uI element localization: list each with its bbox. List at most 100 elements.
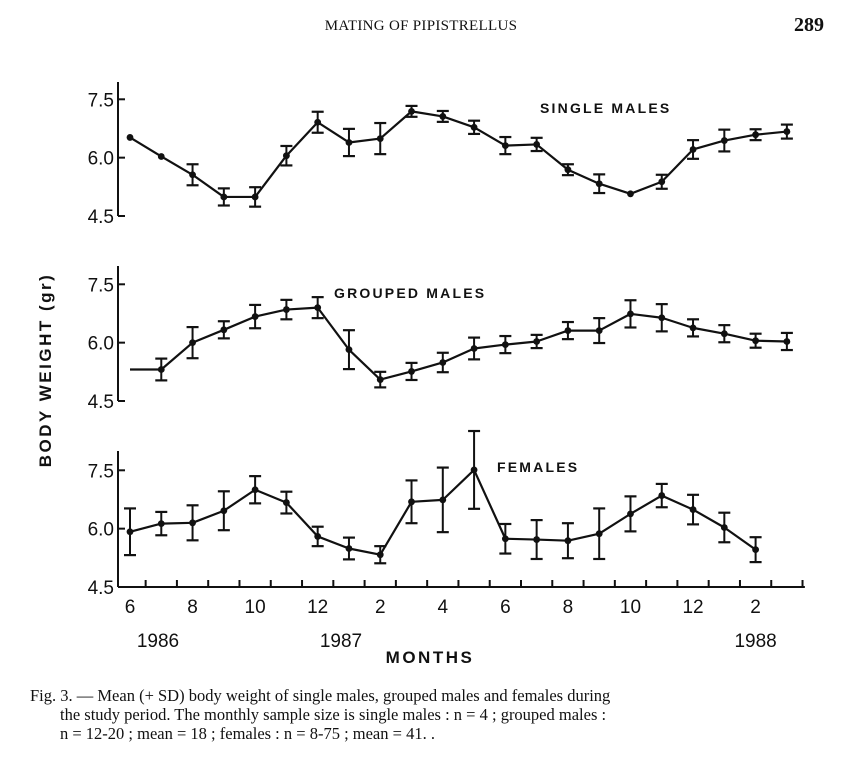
- running-head: MATING OF PIPISTRELLUS: [324, 18, 518, 34]
- data-point: [376, 551, 384, 559]
- y-tick-label: 7.5: [88, 461, 114, 482]
- data-point: [157, 366, 165, 373]
- data-point: [658, 178, 666, 186]
- data-point: [439, 496, 447, 504]
- data-point: [220, 507, 228, 515]
- data-point: [470, 345, 478, 352]
- panel-label: FEMALES: [497, 459, 579, 475]
- data-point: [720, 524, 728, 531]
- panel-label: GROUPED MALES: [334, 285, 486, 301]
- data-point: [470, 123, 478, 131]
- x-tick-label: 2: [750, 597, 761, 618]
- y-tick-label: 6.0: [88, 334, 114, 355]
- data-point: [220, 193, 228, 201]
- data-point: [689, 324, 697, 332]
- data-point: [470, 466, 478, 474]
- panel-single-males: 4.5 6.0 7.5 SINGLE MALES: [88, 82, 793, 228]
- data-point: [283, 306, 290, 313]
- data-point: [251, 313, 259, 320]
- data-point: [658, 492, 666, 499]
- data-point: [752, 546, 759, 554]
- x-tick-label: 8: [563, 597, 574, 618]
- year-label: 1988: [734, 631, 776, 652]
- data-point: [564, 537, 572, 545]
- data-point: [189, 171, 196, 179]
- data-point: [783, 338, 791, 345]
- data-point: [189, 519, 196, 527]
- data-point: [658, 314, 666, 322]
- y-tick-label: 4.5: [88, 392, 114, 413]
- x-tick-label: 10: [620, 597, 641, 618]
- y-tick-label: 7.5: [88, 275, 114, 296]
- data-point: [720, 330, 728, 338]
- x-tick-label: 6: [125, 597, 136, 618]
- data-point: [533, 536, 541, 543]
- data-point: [627, 310, 634, 318]
- x-axis-title: MONTHS: [386, 648, 475, 667]
- data-point: [595, 327, 603, 334]
- data-point: [283, 499, 290, 506]
- data-point: [251, 193, 259, 201]
- data-point: [689, 146, 697, 153]
- data-point: [595, 180, 603, 188]
- x-tick-label: 6: [500, 597, 511, 618]
- data-point: [752, 337, 759, 345]
- year-label: 1986: [137, 631, 179, 652]
- data-point: [564, 327, 572, 334]
- data-point: [126, 528, 134, 536]
- data-point: [564, 166, 572, 174]
- data-point: [408, 368, 415, 375]
- panel-grouped-males: 4.5 6.0 7.5 GROUPED MALES: [88, 266, 793, 413]
- x-tick-label: 4: [438, 597, 449, 618]
- data-point: [752, 131, 759, 139]
- data-point: [689, 506, 697, 513]
- data-point: [314, 533, 322, 540]
- year-label: 1987: [320, 631, 362, 652]
- y-tick-label: 6.0: [88, 520, 114, 541]
- panel-females: 4.5 6.0 7.5 FEMALES: [88, 429, 762, 599]
- caption-line-2: the study period. The monthly sample siz…: [60, 705, 607, 724]
- y-axis-title: BODY WEIGHT (gr): [36, 273, 55, 468]
- y-tick-label: 4.5: [88, 578, 114, 599]
- x-tick-label: 12: [307, 597, 328, 618]
- data-point: [220, 326, 228, 334]
- page-number: 289: [794, 14, 824, 36]
- x-tick-label: 8: [187, 597, 198, 618]
- data-point: [157, 153, 165, 160]
- series-line: [129, 110, 787, 199]
- data-point: [501, 142, 509, 149]
- series-line: [130, 306, 787, 381]
- data-point: [595, 530, 603, 538]
- x-tick-label: 2: [375, 597, 386, 618]
- data-point: [533, 141, 541, 148]
- data-point: [439, 359, 447, 366]
- figure-chart: 4.5 6.0 7.5 SINGLE MALES 4.5 6.0 7.5 GROUPED MA…: [36, 82, 805, 667]
- data-point: [408, 107, 415, 115]
- data-point: [126, 134, 134, 141]
- caption-line-3: n = 12-20 ; mean = 18 ; females : n = 8-…: [60, 724, 435, 743]
- data-point: [283, 152, 290, 160]
- data-point: [345, 346, 353, 354]
- data-point: [376, 376, 384, 384]
- y-tick-label: 6.0: [88, 149, 114, 170]
- data-point: [627, 510, 634, 518]
- y-tick-label: 4.5: [88, 207, 114, 228]
- x-tick-label: 12: [682, 597, 703, 618]
- data-point: [314, 118, 322, 126]
- data-point: [376, 135, 384, 142]
- data-point: [439, 113, 447, 120]
- data-point: [533, 338, 541, 345]
- data-point: [501, 341, 509, 348]
- data-point: [157, 520, 165, 527]
- panel-label: SINGLE MALES: [540, 100, 671, 116]
- figure-caption: Fig. 3. — Mean (+ SD) body weight of sin…: [30, 686, 830, 743]
- x-tick-label: 10: [245, 597, 266, 618]
- data-point: [720, 137, 728, 144]
- caption-line-1: Fig. 3. — Mean (+ SD) body weight of sin…: [30, 686, 611, 705]
- data-point: [314, 304, 322, 312]
- data-point: [501, 535, 509, 543]
- data-point: [345, 139, 353, 146]
- data-point: [251, 486, 259, 494]
- y-tick-label: 7.5: [88, 90, 114, 111]
- data-point: [345, 545, 353, 552]
